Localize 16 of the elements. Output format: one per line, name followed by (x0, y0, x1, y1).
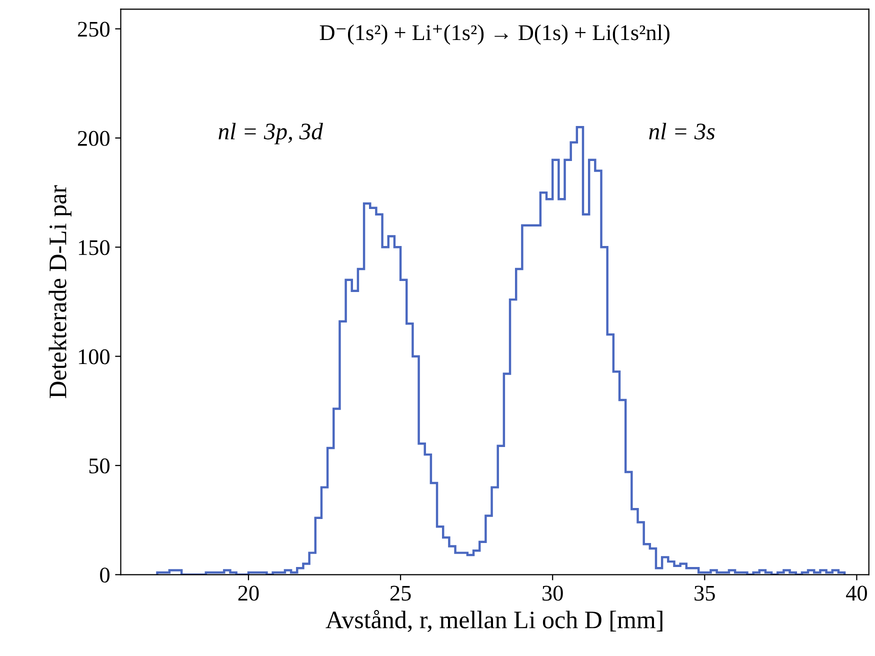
annotation: nl = 3s (649, 122, 715, 140)
y-tick-label: 0 (100, 568, 110, 583)
x-tick-label: 25 (390, 586, 411, 601)
y-tick-label: 150 (78, 240, 110, 256)
y-tick-label: 200 (78, 130, 110, 146)
y-tick-label: 50 (89, 458, 110, 474)
x-axis-title: Avstånd, r, mellan Li och D [mm] (326, 610, 662, 632)
text: D⁻(1s²) + Li⁺(1s²) → D(1s) + Li(1s²nl) (320, 24, 670, 45)
x-tick-label: 40 (846, 586, 867, 601)
x-tick-label: 30 (542, 586, 563, 601)
y-tick-label: 100 (78, 349, 110, 364)
annotation: nl = 3p, 3d (218, 122, 323, 144)
y-tick-label: 250 (78, 22, 110, 37)
y-axis-title: Detekterade D-Li par (48, 185, 72, 398)
x-tick-label: 20 (238, 586, 259, 601)
x-tick-label: 35 (694, 586, 715, 601)
